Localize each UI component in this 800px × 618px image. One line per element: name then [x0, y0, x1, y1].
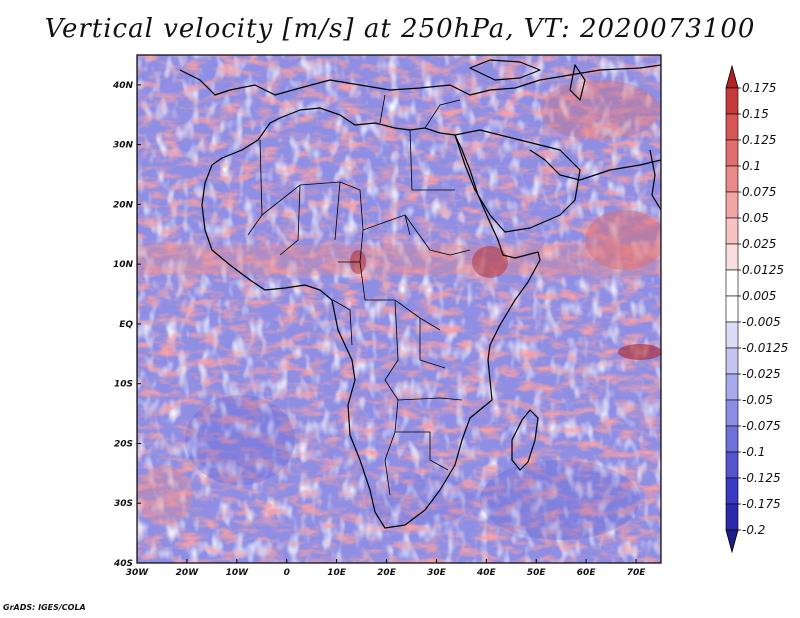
y-tick-label: 30N: [113, 141, 134, 151]
colorbar-swatch: [725, 113, 739, 141]
colorbar-level-label: 0.0125: [742, 263, 784, 277]
colorbar-level-label: 0.075: [742, 185, 776, 199]
colorbar-level-label: -0.125: [742, 471, 781, 485]
country-borders: [247, 94, 471, 496]
colorbar-level-label: 0.125: [742, 133, 776, 147]
x-tick-label: 30W: [126, 568, 150, 578]
colorbar-swatch: [725, 503, 739, 531]
colorbar: 0.175 0.15 0.125 0.1 0.075 0.05 0.025 0.0125 0.0…: [725, 64, 788, 554]
colorbar-swatch: [725, 139, 739, 167]
plot-frame: [136, 54, 662, 564]
colorbar-swatch: [725, 347, 739, 375]
colorbar-level-label: 0.175: [742, 81, 776, 95]
colorbar-level-label: 0.15: [742, 107, 769, 121]
x-tick-label: 20E: [377, 568, 397, 578]
colorbar-swatch: [725, 269, 739, 297]
y-tick-label: 20S: [114, 439, 133, 449]
colorbar-level-label: -0.025: [742, 367, 781, 381]
colorbar-level-label: 0.05: [742, 211, 769, 225]
colorbar-level-label: -0.1: [742, 445, 765, 459]
y-axis-labels: 40S 30S 20S 10S EQ 10N 20N 30N 40N: [112, 81, 134, 569]
colorbar-swatch: [725, 399, 739, 427]
map-title: Vertical velocity [m/s] at 250hPa, VT: 2…: [44, 14, 756, 44]
colorbar-level-label: 0.005: [742, 289, 776, 303]
colorbar-swatch: [725, 191, 739, 219]
x-axis-labels: 30W 20W 10W 0 10E 20E 30E 40E 50E 60E 70E: [126, 568, 646, 578]
colorbar-swatch: [725, 87, 739, 115]
x-tick-label: 40E: [476, 568, 497, 578]
y-tick-label: 30S: [114, 499, 133, 509]
y-tick-label: 40N: [112, 81, 134, 91]
x-tick-label: 60E: [577, 568, 597, 578]
colorbar-swatch: [725, 165, 739, 193]
x-tick-label: 70E: [627, 568, 647, 578]
colorbar-level-label: -0.005: [742, 315, 781, 329]
colorbar-min-arrow: [725, 529, 739, 554]
colorbar-max-arrow: [725, 64, 739, 89]
colorbar-swatch: [725, 217, 739, 245]
colorbar-swatch: [725, 295, 739, 323]
colorbar-level-label: -0.2: [742, 523, 765, 537]
y-tick-label: 10N: [113, 260, 134, 270]
axis-ticks: [136, 84, 637, 564]
y-tick-label: 40S: [113, 559, 133, 569]
colorbar-level-label: -0.0125: [742, 341, 788, 355]
colorbar-swatch: [725, 425, 739, 453]
colorbar-swatch: [725, 243, 739, 271]
x-tick-label: 30E: [427, 568, 447, 578]
colorbar-level-label: -0.075: [742, 419, 781, 433]
x-tick-label: 0: [284, 568, 290, 578]
y-tick-label: 20N: [113, 200, 134, 210]
colorbar-swatch: [725, 373, 739, 401]
x-tick-label: 10E: [327, 568, 347, 578]
colorbar-level-label: 0.1: [742, 159, 761, 173]
x-tick-label: 50E: [527, 568, 547, 578]
colorbar-level-label: 0.025: [742, 237, 776, 251]
velocity-field: [137, 55, 661, 563]
colorbar-level-label: -0.05: [742, 393, 773, 407]
colorbar-swatch: [725, 477, 739, 505]
coastlines: [179, 59, 661, 529]
y-tick-label: 10S: [114, 380, 133, 390]
y-tick-label: EQ: [119, 320, 133, 330]
grads-credit: GrADS: IGES/COLA: [3, 603, 86, 612]
x-tick-label: 10W: [226, 568, 250, 578]
colorbar-level-label: -0.175: [742, 497, 781, 511]
colorbar-swatch: [725, 451, 739, 479]
x-tick-label: 20W: [176, 568, 200, 578]
colorbar-swatch: [725, 321, 739, 349]
